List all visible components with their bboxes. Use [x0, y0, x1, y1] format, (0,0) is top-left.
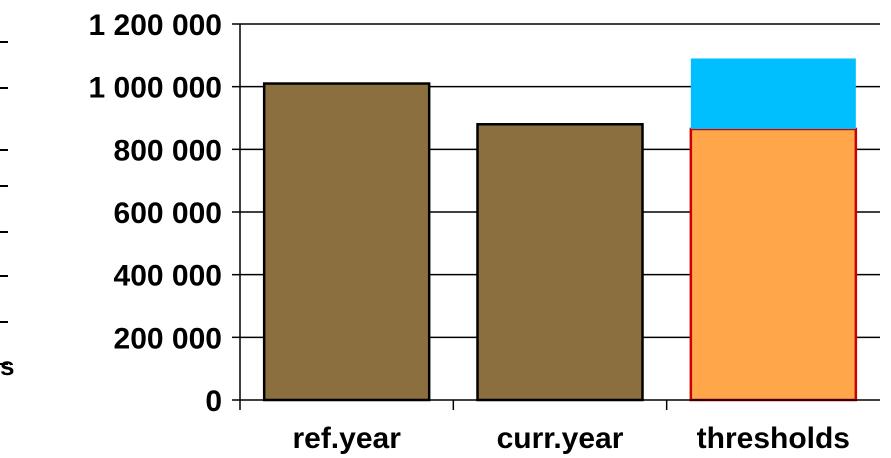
left-edge-tick-marks [0, 41, 8, 365]
bar-thresholds-segment-0 [689, 127, 858, 402]
y-tick-label: 200 000 [114, 322, 222, 355]
y-tick-label: 0 [205, 385, 222, 418]
x-category-label: curr.year [497, 422, 624, 455]
y-tick-labels: 0 200 000 400 000 600 000 800 000 1 000 000 1 … [89, 9, 222, 418]
axes [232, 23, 880, 410]
y-tick-label: 1 000 000 [89, 72, 222, 105]
y-tick-label: 800 000 [114, 134, 222, 167]
bar-curr-year [476, 123, 644, 402]
x-category-labels: ref.year curr.year thresholds [292, 422, 850, 455]
left-edge-text-fragment: s [0, 351, 14, 381]
bar-ref-year [262, 82, 431, 402]
y-tick-label: 400 000 [114, 260, 222, 293]
y-tick-label: 600 000 [114, 197, 222, 230]
x-category-label: thresholds [697, 422, 850, 455]
bars [262, 58, 858, 402]
x-category-label: ref.year [292, 422, 401, 455]
y-tick-label: 1 200 000 [89, 9, 222, 42]
bar-thresholds-segment-1 [690, 58, 856, 129]
